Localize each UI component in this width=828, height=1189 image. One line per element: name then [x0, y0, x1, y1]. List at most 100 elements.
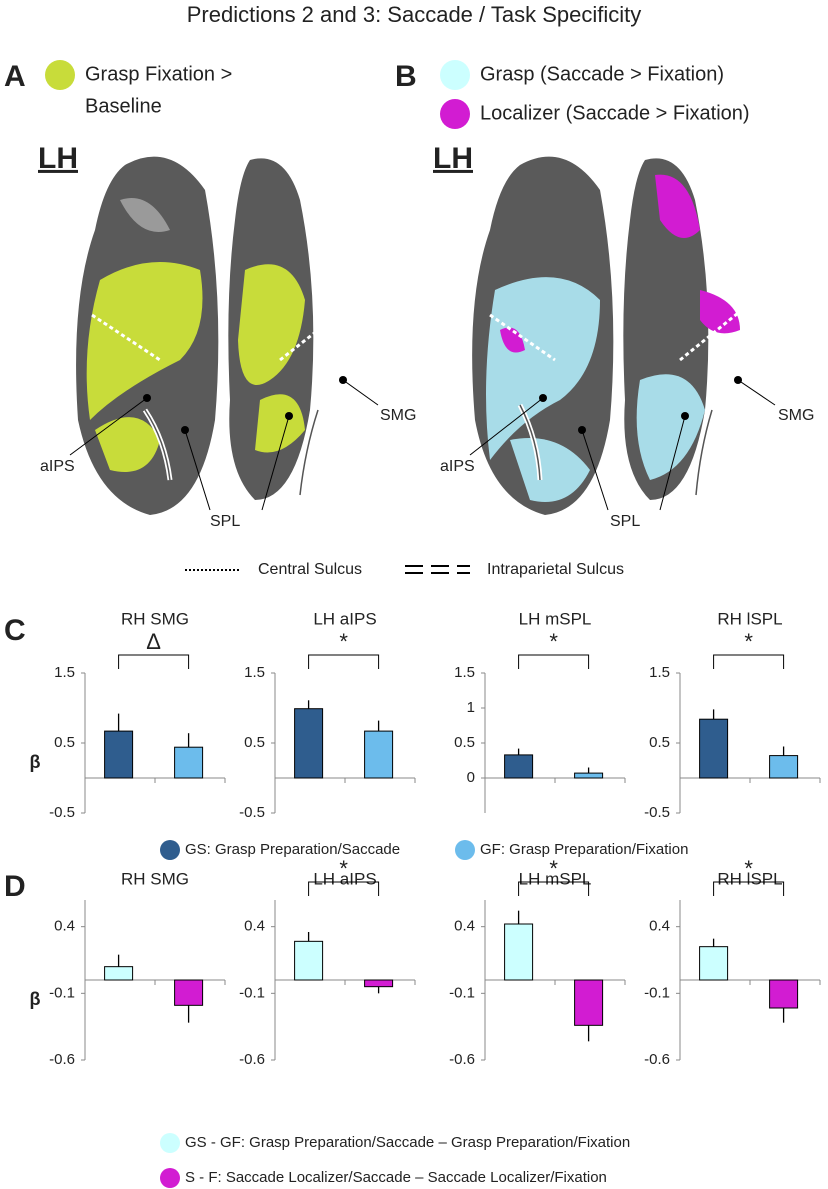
chart-title: RH SMG [121, 869, 189, 888]
y-tick-label: 1.5 [244, 664, 265, 681]
y-axis-label: β [30, 989, 41, 1009]
legend-text: Baseline [85, 95, 162, 117]
y-tick-label: 1.5 [454, 664, 475, 681]
legend-swatch [440, 99, 470, 129]
brain-image [469, 156, 776, 515]
y-tick-label: 0.4 [649, 918, 670, 935]
y-tick-label: -0.1 [49, 984, 75, 1001]
legend-text: S - F: Saccade Localizer/Saccade – Sacca… [185, 1169, 607, 1186]
significance-marker: * [339, 856, 348, 881]
bar [104, 730, 134, 779]
bar [769, 979, 799, 1009]
legend-swatch [160, 1133, 180, 1153]
region-label: SPL [210, 513, 240, 530]
bar [104, 966, 134, 981]
legend-text: Central Sulcus [258, 561, 362, 578]
y-tick-label: 0.5 [54, 734, 75, 751]
legend-text: GS - GF: Grasp Preparation/Saccade – Gra… [185, 1134, 630, 1151]
y-tick-label: -0.5 [239, 804, 265, 821]
region-label: aIPS [440, 458, 475, 475]
bar [294, 940, 324, 981]
significance-bracket [713, 881, 785, 896]
legend-swatch [455, 840, 475, 860]
significance-bracket [118, 654, 190, 669]
chart-title: LH mSPL [519, 609, 592, 628]
bar [574, 979, 604, 1026]
y-tick-label: 1.5 [649, 664, 670, 681]
chart-title: RH SMG [121, 609, 189, 628]
panel-letter: A [4, 60, 26, 93]
legend-line [405, 565, 470, 574]
bar [364, 979, 394, 988]
chart-title: LH mSPL [519, 869, 592, 888]
panel-letter: B [395, 60, 417, 93]
y-tick-label: -0.5 [644, 804, 670, 821]
y-tick-label: -0.1 [644, 984, 670, 1001]
legend-text: GS: Grasp Preparation/Saccade [185, 841, 400, 858]
y-tick-label: 0.5 [649, 734, 670, 751]
significance-marker: * [744, 629, 753, 654]
bar [574, 772, 604, 779]
region-label: aIPS [40, 458, 75, 475]
legend-swatch [160, 840, 180, 860]
significance-bracket [713, 654, 785, 669]
significance-bracket [308, 654, 380, 669]
y-tick-label: -0.6 [239, 1051, 265, 1068]
bar [769, 755, 799, 779]
bar [174, 746, 204, 779]
y-tick-label: 0.5 [244, 734, 265, 751]
panel-letter: D [4, 870, 26, 903]
brain-image [69, 156, 379, 515]
chart-title: RH lSPL [717, 869, 782, 888]
bar [504, 923, 534, 981]
significance-marker: * [549, 856, 558, 881]
panel-letter: C [4, 614, 26, 647]
significance-bracket [518, 654, 590, 669]
chart-title: LH aIPS [313, 609, 376, 628]
region-label: SMG [380, 407, 416, 424]
y-tick-label: -0.6 [49, 1051, 75, 1068]
bar [504, 754, 534, 779]
y-axis-label: β [30, 752, 41, 772]
y-tick-label: 1 [467, 699, 475, 716]
hemisphere-label: LH [38, 142, 78, 175]
y-tick-label: -0.6 [644, 1051, 670, 1068]
legend-text: Intraparietal Sulcus [487, 561, 624, 578]
legend-swatch [440, 60, 470, 90]
y-tick-label: 1.5 [54, 664, 75, 681]
significance-bracket [518, 881, 590, 896]
bar [364, 730, 394, 779]
y-tick-label: -0.1 [449, 984, 475, 1001]
significance-marker: * [549, 629, 558, 654]
bar [174, 979, 204, 1006]
legend-swatch [45, 60, 75, 90]
legend-text: Grasp (Saccade > Fixation) [480, 63, 724, 85]
significance-marker: Δ [146, 629, 161, 654]
legend-swatch [160, 1168, 180, 1188]
legend-text: GF: Grasp Preparation/Fixation [480, 841, 688, 858]
bar [699, 718, 729, 779]
bar [294, 708, 324, 779]
hemisphere-label: LH [433, 142, 473, 175]
y-tick-label: 0 [467, 769, 475, 786]
region-label: SMG [778, 407, 814, 424]
significance-marker: * [339, 629, 348, 654]
legend-text: Localizer (Saccade > Fixation) [480, 102, 750, 124]
legend-text: Grasp Fixation > [85, 63, 232, 85]
y-tick-label: 0.4 [454, 918, 475, 935]
y-tick-label: 0.5 [454, 734, 475, 751]
bar [699, 946, 729, 981]
y-tick-label: 0.4 [54, 918, 75, 935]
y-tick-label: 0.4 [244, 918, 265, 935]
y-tick-label: -0.5 [49, 804, 75, 821]
significance-marker: * [744, 856, 753, 881]
significance-bracket [308, 881, 380, 896]
y-tick-label: -0.6 [449, 1051, 475, 1068]
figure-title: Predictions 2 and 3: Saccade / Task Spec… [187, 2, 642, 27]
chart-title: LH aIPS [313, 869, 376, 888]
chart-title: RH lSPL [717, 609, 782, 628]
region-label: SPL [610, 513, 640, 530]
y-tick-label: -0.1 [239, 984, 265, 1001]
